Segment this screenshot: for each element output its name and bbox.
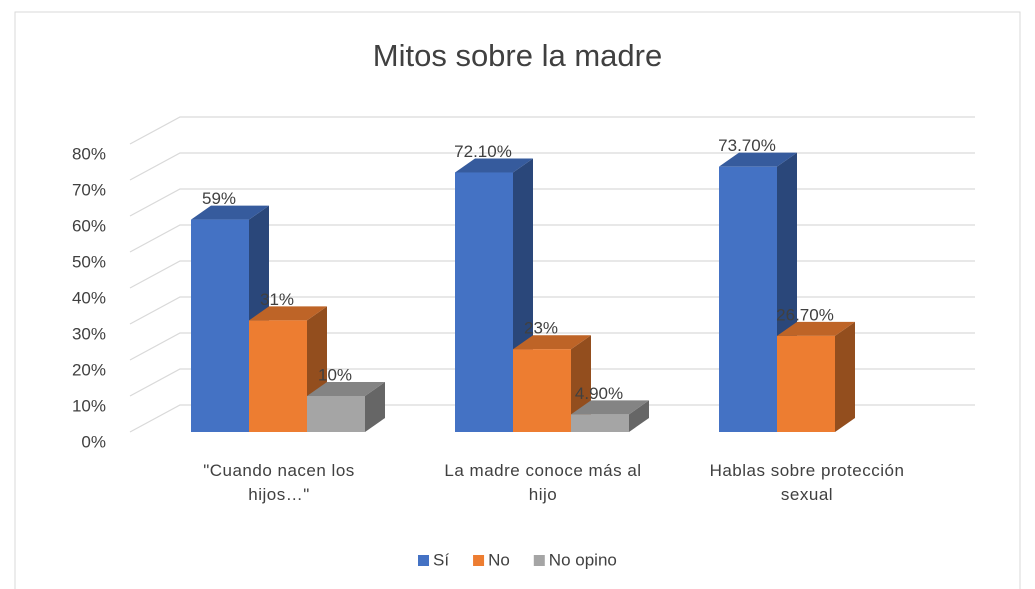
- bar-top: [249, 306, 327, 321]
- legend-label: No opino: [549, 550, 617, 569]
- bar-top: [571, 400, 649, 415]
- y-tick-label: 80%: [72, 144, 106, 163]
- legend-label: No: [488, 550, 510, 569]
- bar-side: [365, 382, 385, 432]
- data-label: 72.10%: [454, 142, 512, 161]
- data-label: 10%: [318, 365, 352, 384]
- x-tick-label: "Cuando nacen los hijos…": [203, 461, 355, 504]
- bar-top: [455, 158, 533, 173]
- y-tick-label: 0%: [81, 432, 106, 451]
- legend-label: Sí: [433, 550, 449, 569]
- grid-line: [129, 296, 975, 325]
- bar: [719, 166, 777, 432]
- data-label: 26.70%: [776, 305, 834, 324]
- grid-line: [129, 116, 975, 145]
- data-label: 23%: [524, 319, 558, 338]
- bar: [513, 349, 571, 432]
- y-tick-label: 70%: [72, 180, 106, 199]
- bar: [777, 335, 835, 432]
- grid-line: [129, 332, 975, 361]
- bar: [191, 219, 249, 432]
- y-tick-label: 20%: [72, 360, 106, 379]
- grid-line: [129, 152, 975, 181]
- grid-line: [129, 224, 975, 253]
- bar: [455, 172, 513, 432]
- bar-top: [191, 205, 269, 220]
- bar-top: [719, 152, 797, 167]
- data-label: 4.90%: [575, 384, 623, 403]
- bar-top: [307, 382, 385, 396]
- grid-line: [129, 404, 975, 433]
- bar-top: [513, 335, 591, 350]
- y-tick-label: 10%: [72, 396, 106, 415]
- chart-title: Mitos sobre la madre: [372, 38, 663, 73]
- grid-line: [129, 188, 975, 217]
- grid-line: [129, 368, 975, 397]
- grid-line: [129, 260, 975, 289]
- legend-swatch: [473, 555, 485, 566]
- x-tick-label: La madre conoce más al hijo: [444, 461, 642, 504]
- bar: [249, 320, 307, 432]
- y-tick-label: 50%: [72, 252, 106, 271]
- data-label: 31%: [260, 290, 294, 309]
- legend-swatch: [533, 555, 545, 566]
- data-label: 59%: [202, 189, 236, 208]
- y-tick-label: 30%: [72, 324, 106, 343]
- y-tick-label: 60%: [72, 216, 106, 235]
- x-tick-label: Hablas sobre protección sexual: [709, 461, 905, 504]
- bar: [307, 396, 365, 432]
- data-label: 73.70%: [718, 136, 776, 155]
- bar-top: [777, 321, 855, 336]
- bar-side: [629, 400, 649, 432]
- y-tick-label: 40%: [72, 288, 106, 307]
- bar: [571, 414, 629, 432]
- legend-swatch: [418, 555, 429, 566]
- bar-side: [835, 321, 855, 432]
